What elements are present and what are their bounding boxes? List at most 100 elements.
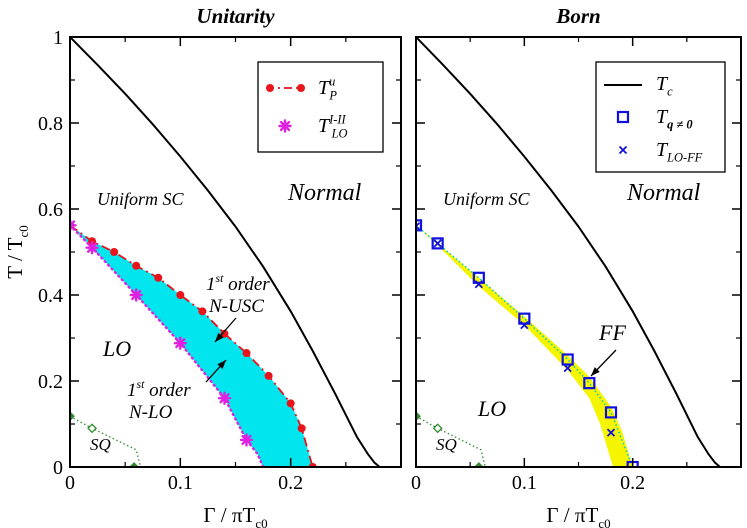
arrow-n-lo xyxy=(205,359,227,383)
arrow-ff xyxy=(590,349,617,377)
region-label-ff: FF xyxy=(598,320,626,345)
cross-stroke xyxy=(416,222,421,228)
star-stroke xyxy=(219,393,230,404)
y-axis-label: T / Tc0 xyxy=(3,225,31,279)
x-axis-label: Γ / πTc0 xyxy=(203,503,267,528)
region-label-normal: Normal xyxy=(287,180,362,206)
star-stroke xyxy=(131,289,142,301)
tpu-point xyxy=(286,399,295,408)
legend-tq-label-part-0: T xyxy=(656,106,669,128)
y-tick-label: 0.4 xyxy=(38,285,63,307)
legend-tq-label-part-1: q ≠ 0 xyxy=(667,118,692,132)
tq-point xyxy=(431,237,444,250)
y-axis-label-part-1: c0 xyxy=(16,225,31,237)
cross-stroke xyxy=(433,239,442,248)
tq-point xyxy=(604,406,618,419)
tloff-point xyxy=(606,428,616,437)
tpu-point xyxy=(132,261,141,270)
tq-point xyxy=(518,312,531,325)
sq-point xyxy=(87,423,97,434)
star-stroke xyxy=(241,434,252,445)
legend-tq-marker xyxy=(616,110,630,124)
legend-tpu-label-part-2: P xyxy=(328,89,337,103)
x-axis-label-part-1: c0 xyxy=(255,516,267,528)
legend-tc-label-part-0: T xyxy=(656,73,669,95)
region-label-lo: LO xyxy=(477,396,506,421)
cross-stroke xyxy=(416,224,421,231)
cross-stroke xyxy=(618,145,628,155)
y-tick-label: 0.2 xyxy=(38,371,63,393)
legend-tpu-marker xyxy=(297,84,305,92)
shaded-region xyxy=(70,225,313,467)
legend-tpu-marker xyxy=(266,84,274,92)
region-label-normal: Normal xyxy=(626,180,701,206)
tc-curve xyxy=(416,37,721,467)
x-axis-label-part-1: c0 xyxy=(598,516,610,528)
tq-curve xyxy=(416,224,634,467)
annotation-first-order-lo: 1st order xyxy=(127,377,191,401)
region-label-uniform-sc: Uniform SC xyxy=(97,189,185,209)
annotation-first-order-usc-part-0: 1 xyxy=(206,274,216,295)
cross-stroke xyxy=(606,428,616,437)
tpu-point xyxy=(198,307,207,316)
tloff-point xyxy=(474,280,483,289)
region-label-lo: LO xyxy=(102,336,131,361)
annotation-n-usc: N-USC xyxy=(208,296,264,317)
annotation-first-order-lo-part-1: st xyxy=(137,377,146,391)
legend-tloff-marker xyxy=(618,145,628,155)
legend-tloff-label-part-0: T xyxy=(656,139,669,161)
arrow-head xyxy=(215,332,224,342)
legend-tloff-label: TLO-FF xyxy=(656,139,703,165)
tpu-point xyxy=(264,371,273,380)
legend-tc-label-part-1: c xyxy=(667,85,673,99)
arrow-n-usc xyxy=(214,317,237,343)
x-axis-label-part-0: Γ / πT xyxy=(203,503,255,527)
x-tick-label: 0.1 xyxy=(168,472,193,494)
x-tick-label: 0.2 xyxy=(620,472,645,494)
legend-tloff-label-part-1: LO-FF xyxy=(666,151,703,165)
series-TPu xyxy=(70,221,317,467)
series-Tc xyxy=(416,37,721,467)
x-axis-label: Γ / πTc0 xyxy=(546,503,610,528)
tloff-point xyxy=(520,320,529,330)
panel-title: Born xyxy=(555,4,600,28)
y-tick-label: 0.8 xyxy=(38,113,63,135)
region-label-uniform-sc: Uniform SC xyxy=(443,189,531,209)
region-label-sq: SQ xyxy=(90,435,111,454)
tpu-point xyxy=(110,248,119,256)
x-tick-label: 0 xyxy=(65,472,75,494)
y-axis-label-part-0: T / T xyxy=(3,237,27,278)
tc-curve xyxy=(70,37,381,467)
legend-tlo-label: TI-II LO xyxy=(318,113,348,141)
annotation-first-order-lo-part-0: 1 xyxy=(127,380,137,401)
legend-tpu-label-part-1: u xyxy=(329,75,335,89)
legend-tpu-label: Tu P xyxy=(318,75,337,103)
star-stroke xyxy=(70,223,76,231)
tloff-point xyxy=(563,363,572,373)
plot-area xyxy=(70,37,381,467)
tq-point xyxy=(416,219,423,232)
series-Tc xyxy=(70,37,381,467)
tlo-star-point xyxy=(129,288,143,302)
sq-curve xyxy=(70,415,142,467)
tlo-star-point xyxy=(278,119,292,133)
chart-panel-unitarity: 0 0.1 0.2 0 0.2 0.4 0.6 0.8 1 Unitarity Γ / πTc0 No… xyxy=(38,4,402,528)
cross-stroke xyxy=(563,363,572,373)
tq-point xyxy=(561,353,574,366)
sq-curve xyxy=(416,415,486,467)
tpu-point xyxy=(220,329,229,338)
tpu-point xyxy=(154,273,163,282)
legend-tq-label: Tq ≠ 0 xyxy=(656,106,693,132)
tloff-point xyxy=(433,239,442,248)
arrow-head xyxy=(591,367,600,376)
tlo-star-point xyxy=(217,391,232,405)
series-TLOFF xyxy=(416,222,616,437)
legend-tpu-label-part-0: T xyxy=(318,77,331,99)
arrow-head xyxy=(217,360,226,369)
cross-stroke xyxy=(474,280,483,289)
cross-stroke xyxy=(520,320,529,330)
tlo-star-point xyxy=(70,218,77,233)
x-axis-label-part-0: Γ / πT xyxy=(546,503,598,527)
